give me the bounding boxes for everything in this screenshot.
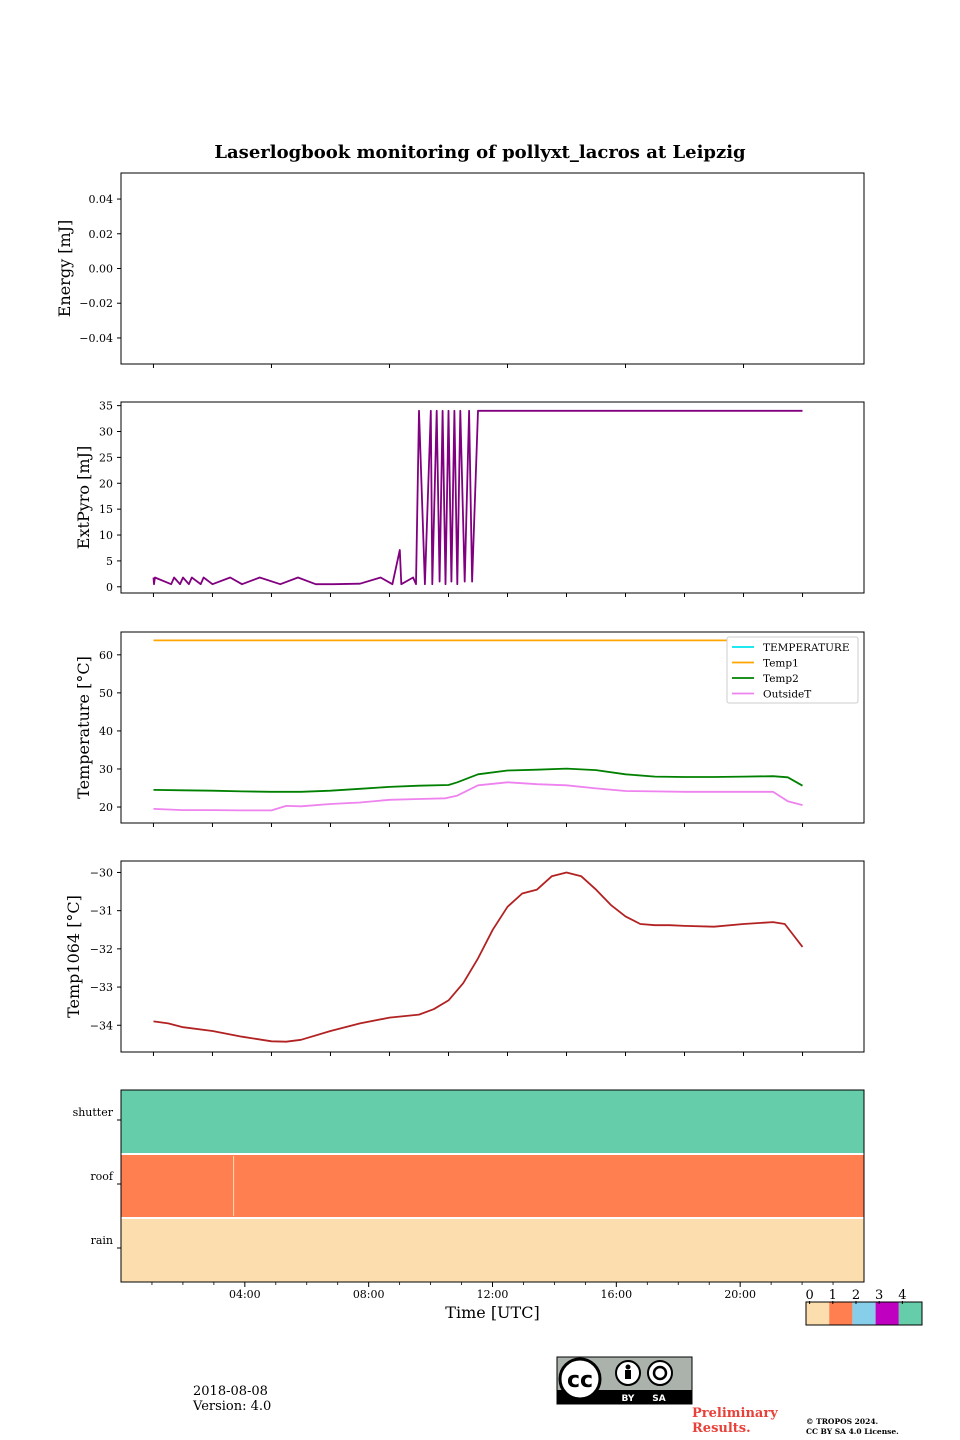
colorbar-label: 1	[829, 1288, 837, 1303]
status-row-roof	[121, 1155, 864, 1218]
x-tick-label: 12:00	[477, 1288, 509, 1301]
y-tick-label: 20	[99, 801, 113, 814]
y-axis-label: Temp1064 [°C]	[64, 895, 83, 1018]
svg-text:cc: cc	[567, 1368, 593, 1393]
y-tick-label: −34	[90, 1019, 113, 1032]
colorbar-label: 3	[875, 1288, 883, 1303]
status-row-label: roof	[90, 1170, 114, 1183]
status-row-shutter	[121, 1090, 864, 1154]
y-tick-label: −32	[90, 943, 113, 956]
cc-license-badge[interactable]: cc BY SA	[556, 1356, 693, 1405]
license-by-label: BY	[622, 1394, 635, 1404]
y-tick-label: 5	[106, 555, 113, 568]
preliminary-line-1: Preliminary	[692, 1406, 778, 1421]
y-tick-label: 0	[106, 581, 113, 594]
status-row-label: shutter	[73, 1106, 114, 1119]
y-tick-label: −30	[90, 866, 113, 879]
y-tick-label: 60	[99, 649, 113, 662]
preliminary-line-2: Results.	[692, 1421, 751, 1436]
x-tick-label: 20:00	[724, 1288, 756, 1301]
colorbar-label: 4	[898, 1288, 906, 1303]
y-tick-label: 0.04	[89, 193, 114, 206]
x-tick-label: 16:00	[600, 1288, 632, 1301]
colorbar-swatch	[806, 1302, 830, 1325]
y-tick-label: 30	[99, 426, 113, 439]
y-tick-label: −0.04	[79, 332, 113, 345]
y-tick-label: −33	[90, 981, 113, 994]
y-tick-label: 30	[99, 763, 113, 776]
y-tick-label: 10	[99, 529, 113, 542]
y-tick-label: 20	[99, 477, 113, 490]
colorbar-label: 2	[852, 1288, 860, 1303]
x-tick-label: 04:00	[229, 1288, 261, 1301]
y-tick-label: −31	[90, 905, 113, 918]
y-axis-label: Energy [mJ]	[55, 220, 74, 318]
axes-frame-4	[120, 860, 865, 1053]
status-row-rain	[121, 1219, 864, 1282]
copyright-notice: © TROPOS 2024. CC BY SA 4.0 License.	[806, 1417, 899, 1437]
legend-box	[726, 636, 859, 704]
x-tick-label: 08:00	[353, 1288, 385, 1301]
y-tick-label: 0.00	[89, 263, 114, 276]
legend-entry: Temp1	[763, 658, 799, 670]
date-label: 2018-08-08	[193, 1384, 268, 1399]
preliminary-notice: Preliminary Results.	[692, 1406, 778, 1436]
series-line-temp2	[153, 767, 803, 793]
person-icon	[615, 1360, 641, 1386]
series-line-data	[152, 409, 803, 586]
colorbar-label: 0	[805, 1288, 813, 1303]
colorbar-swatch	[875, 1302, 899, 1325]
axes-frame-3	[120, 631, 865, 824]
cc-logo-icon: cc	[558, 1357, 602, 1401]
copyright-line-1: © TROPOS 2024.	[806, 1417, 879, 1426]
axes-frame-2	[120, 401, 865, 594]
colorbar-swatch	[852, 1302, 876, 1325]
y-tick-label: 35	[99, 400, 113, 413]
legend-entry: TEMPERATURE	[763, 642, 850, 654]
chart-title: Laserlogbook monitoring of pollyxt_lacro…	[214, 142, 746, 163]
colorbar-swatch	[898, 1302, 922, 1325]
series-line-outsidet	[153, 781, 803, 812]
y-tick-label: 40	[99, 725, 113, 738]
y-tick-label: 0.02	[89, 228, 114, 241]
x-axis-label: Time [UTC]	[445, 1303, 539, 1322]
colorbar-swatch	[829, 1302, 853, 1325]
license-sa-label: SA	[652, 1394, 665, 1404]
y-tick-label: 25	[99, 451, 113, 464]
y-axis-label: ExtPyro [mJ]	[74, 446, 93, 549]
version-label: Version: 4.0	[193, 1399, 272, 1414]
footer-info: 2018-08-08 Version: 4.0	[193, 1384, 271, 1414]
legend-entry: OutsideT	[763, 689, 811, 701]
copyright-line-2: CC BY SA 4.0 License.	[806, 1427, 899, 1436]
status-row-label: rain	[91, 1234, 113, 1247]
y-axis-label: Temperature [°C]	[74, 656, 93, 799]
series-line-data	[153, 871, 804, 1043]
y-tick-label: 50	[99, 687, 113, 700]
axes-frame-1	[120, 172, 865, 365]
y-tick-label: 15	[99, 503, 113, 516]
colorbar-frame	[805, 1301, 923, 1326]
share-alike-icon	[647, 1360, 673, 1386]
y-tick-label: −0.02	[79, 297, 113, 310]
legend-entry: Temp2	[763, 673, 799, 685]
